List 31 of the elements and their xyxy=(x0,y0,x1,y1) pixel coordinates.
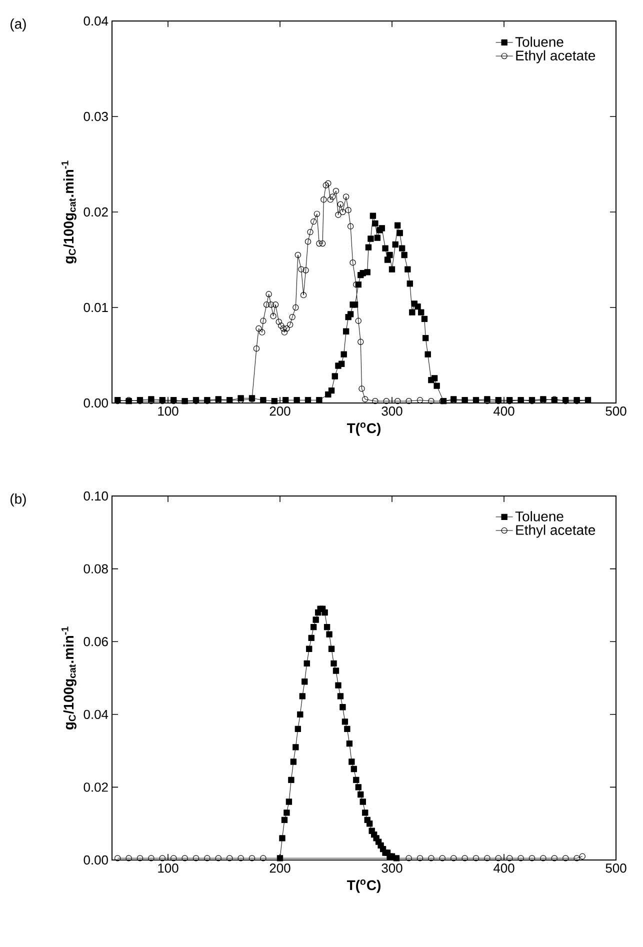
chart-title: (a) xyxy=(10,18,26,32)
y-tick-label: 0.02 xyxy=(84,782,108,792)
x-tick-label: 100 xyxy=(158,864,178,873)
y-tick-label: 0.04 xyxy=(84,710,108,719)
y-tick-label: 0.00 xyxy=(84,398,108,408)
y-tick-label: 0.06 xyxy=(84,637,108,646)
y-tick-label: 0.04 xyxy=(84,16,108,26)
y-tick-label: 0.03 xyxy=(84,112,108,122)
x-tick-label: 300 xyxy=(382,406,402,416)
legend-label: Ethyl acetate xyxy=(516,524,596,538)
chart-title: (b) xyxy=(10,494,26,507)
x-tick-label: 200 xyxy=(270,406,290,416)
y-axis-title: g$_{C}$/100g$_{cat}$.min$^{-1}$ xyxy=(62,626,76,730)
legend-label: Ethyl acetate xyxy=(516,50,596,64)
x-axis-title: T($^{o}$C) xyxy=(346,422,380,436)
x-tick-label: 300 xyxy=(382,864,402,873)
y-tick-label: 0.01 xyxy=(84,302,108,312)
legend-label: Toluene xyxy=(515,36,564,47)
y-axis-title: g$_{C}$/100g$_{cat}$.min$^{-1}$ xyxy=(62,160,76,264)
x-tick-label: 200 xyxy=(270,864,290,873)
x-tick-label: 500 xyxy=(606,864,626,873)
y-tick-label: 0.00 xyxy=(84,855,108,865)
y-tick-label: 0.02 xyxy=(84,207,108,217)
y-tick-label: 0.08 xyxy=(84,564,108,574)
x-tick-label: 100 xyxy=(158,406,178,416)
x-tick-label: 400 xyxy=(493,864,514,873)
x-axis-title: T($^{o}$C) xyxy=(346,880,380,893)
x-tick-label: 400 xyxy=(493,406,514,416)
y-tick-label: 0.10 xyxy=(84,491,108,501)
x-tick-label: 500 xyxy=(606,406,626,416)
legend-label: Toluene xyxy=(515,511,564,522)
